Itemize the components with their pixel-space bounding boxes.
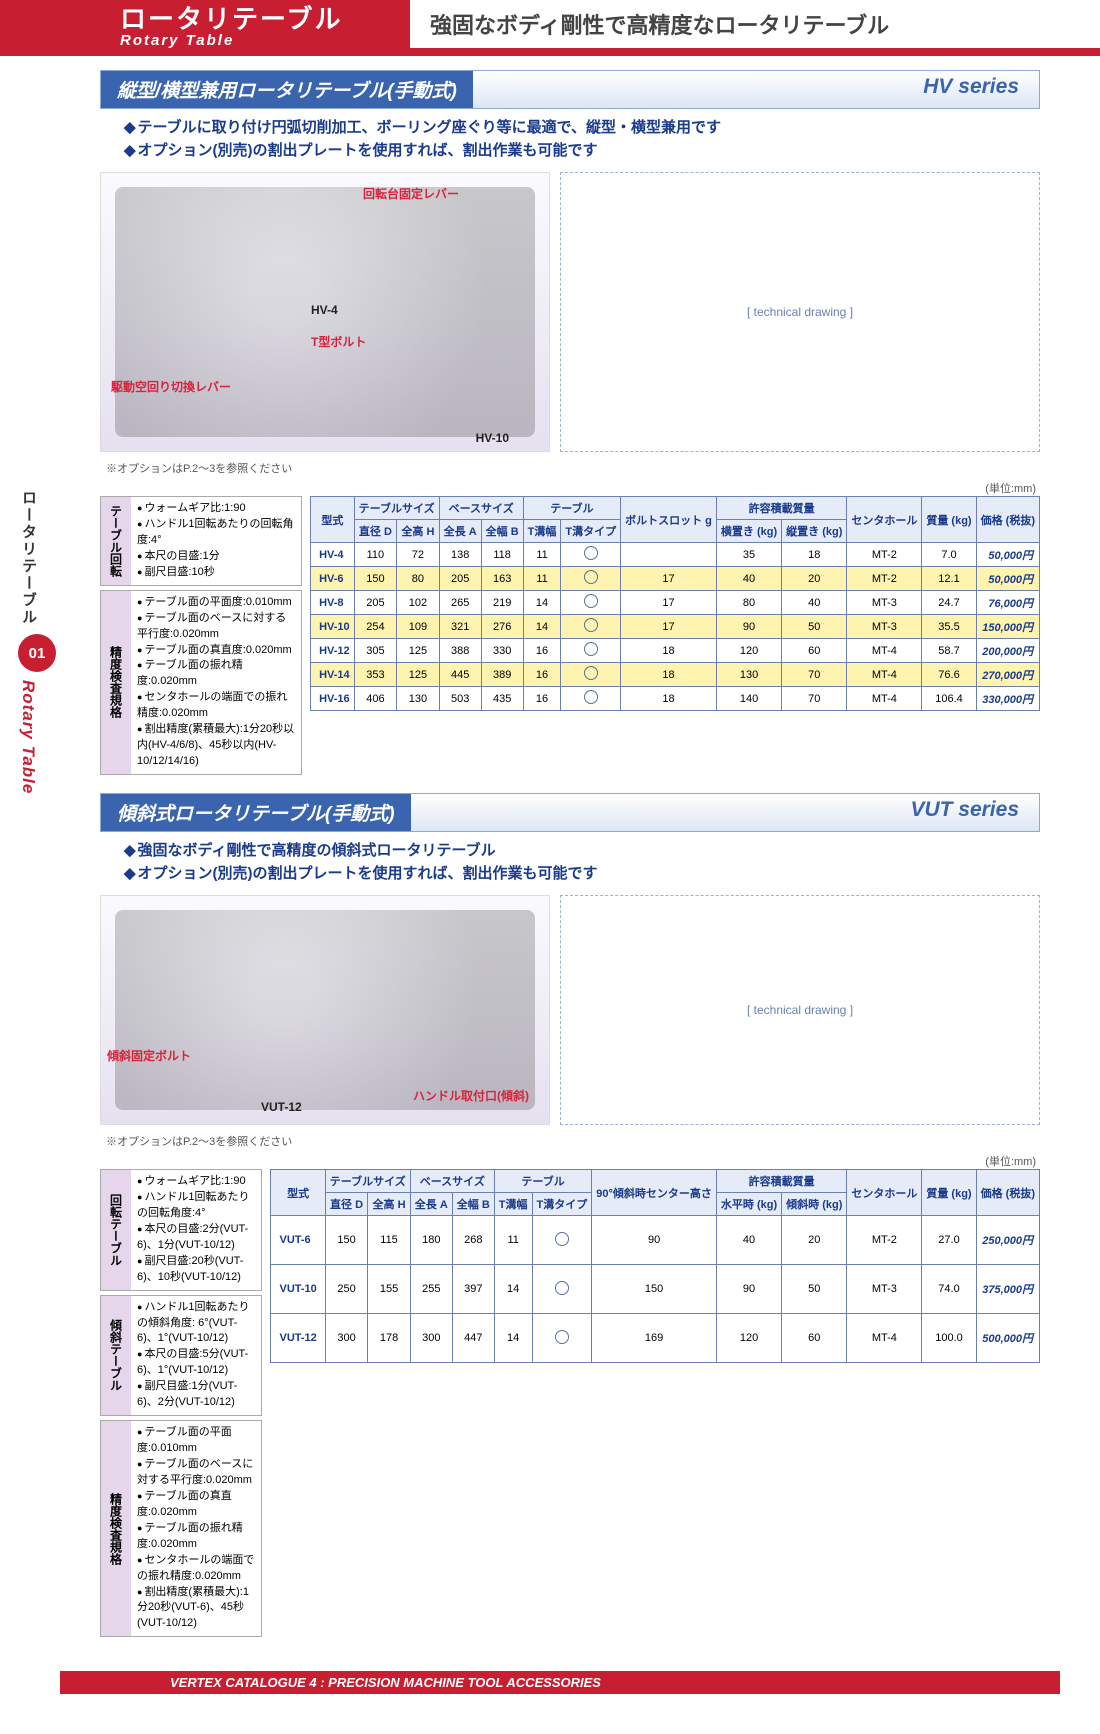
vut-label-bolt: 傾斜固定ボルト: [107, 1047, 191, 1064]
list-item: 本尺の目盛:5分(VUT-6)、1°(VUT-10/12): [137, 1347, 255, 1379]
vut-spec-tilt: 傾斜テーブル ハンドル1回転あたりの傾斜角度: 6°(VUT-6)、1°(VUT…: [100, 1295, 262, 1417]
list-item: センタホールの端面での振れ精度:0.020mm: [137, 1553, 255, 1585]
list-item: 割出精度(累積最大):1分20秒(VUT-6)、45秒(VUT-10/12): [137, 1585, 255, 1633]
table-row: HV-1025410932127614179050MT-335.5150,000…: [311, 615, 1040, 639]
list-item: ウォームギア比:1:90: [137, 1174, 255, 1190]
list-item: テーブル面の平面度:0.010mm: [137, 1425, 255, 1457]
vut-opt-note: ※オプションはP.2〜3を参照ください: [106, 1133, 1040, 1149]
list-item: テーブル面の真直度:0.020mm: [137, 643, 295, 659]
vut-table: 型式 テーブルサイズ ベースサイズ テーブル 90°傾斜時センター高さ 許容積載…: [270, 1169, 1040, 1363]
list-item: 副尺目盛:1分(VUT-6)、2分(VUT-10/12): [137, 1379, 255, 1411]
hv-title: 縦型/横型兼用ロータリテーブル(手動式): [101, 71, 473, 108]
table-row: HV-411072138118113518MT-27.050,000円: [311, 543, 1040, 567]
list-item: テーブル面の平面度:0.010mm: [137, 595, 295, 611]
list-item: ハンドル1回転あたりの傾斜角度: 6°(VUT-6)、1°(VUT-10/12): [137, 1300, 255, 1348]
list-item: テーブル面のベースに対する平行度:0.020mm: [137, 611, 295, 643]
table-row: HV-14353125445389161813070MT-476.6270,00…: [311, 663, 1040, 687]
banner-tagline: 強固なボディ剛性で高精度なロータリテーブル: [430, 8, 889, 40]
hv-section: 縦型/横型兼用ロータリテーブル(手動式) HV series テーブルに取り付け…: [100, 70, 1040, 779]
side-en: Rotary Table: [18, 680, 38, 794]
table-row: HV-820510226521914178040MT-324.776,000円: [311, 591, 1040, 615]
table-row: HV-16406130503435161814070MT-4106.4330,0…: [311, 687, 1040, 711]
list-item: テーブルに取り付け円弧切削加工、ボーリング座ぐり等に最適で、縦型・横型兼用です: [124, 117, 1032, 140]
table-row: VUT-10250155255397141509050MT-374.0375,0…: [271, 1265, 1040, 1314]
list-item: テーブル面の振れ精度:0.020mm: [137, 658, 295, 690]
list-item: 本尺の目盛:1分: [137, 549, 295, 565]
table-row: VUT-615011518026811904020MT-227.0250,000…: [271, 1216, 1040, 1265]
hv-opt-note: ※オプションはP.2〜3を参照ください: [106, 460, 1040, 476]
hv-label-hv4: HV-4: [311, 303, 338, 317]
vut-label-model: VUT-12: [261, 1100, 302, 1114]
hv-diagram: [ technical drawing ]: [560, 172, 1040, 452]
hv-label-lever: 回転台固定レバー: [363, 185, 459, 202]
hv-label-tbolt: T型ボルト: [311, 333, 366, 350]
table-row: HV-61508020516311174020MT-212.150,000円: [311, 567, 1040, 591]
side-jp: ロータリテーブル: [18, 490, 39, 626]
list-item: 強固なボディ剛性で高精度の傾斜式ロータリテーブル: [124, 840, 1032, 863]
list-item: テーブル面の振れ精度:0.020mm: [137, 1521, 255, 1553]
vut-label-handle: ハンドル取付口(傾斜): [413, 1087, 529, 1104]
hv-spec-accuracy: 精度検査規格 テーブル面の平面度:0.010mmテーブル面のベースに対する平行度…: [100, 590, 302, 775]
list-item: 副尺目盛:20秒(VUT-6)、10秒(VUT-10/12): [137, 1254, 255, 1286]
vut-spec-accuracy: 精度検査規格 テーブル面の平面度:0.010mmテーブル面のベースに対する平行度…: [100, 1420, 262, 1637]
banner-title-en: Rotary Table: [120, 32, 390, 49]
hv-label-hv10: HV-10: [476, 431, 509, 445]
list-item: オプション(別売)の割出プレートを使用すれば、割出作業も可能です: [124, 140, 1032, 163]
list-item: テーブル面の真直度:0.020mm: [137, 1489, 255, 1521]
hv-bullets: テーブルに取り付け円弧切削加工、ボーリング座ぐり等に最適で、縦型・横型兼用ですオ…: [100, 109, 1040, 166]
vut-series: VUT series: [910, 794, 1039, 831]
vut-diagram: [ technical drawing ]: [560, 895, 1040, 1125]
vut-title: 傾斜式ロータリテーブル(手動式): [101, 794, 411, 831]
list-item: 本尺の目盛:2分(VUT-6)、1分(VUT-10/12): [137, 1222, 255, 1254]
list-item: ハンドル1回転あたりの回転角度:4°: [137, 1190, 255, 1222]
page-banner: ロータリテーブル Rotary Table 強固なボディ剛性で高精度なロータリテ…: [0, 0, 1100, 56]
hv-unit: (単位:mm): [100, 480, 1036, 496]
list-item: 副尺目盛:10秒: [137, 565, 295, 581]
list-item: テーブル面のベースに対する平行度:0.020mm: [137, 1457, 255, 1489]
vut-bullets: 強固なボディ剛性で高精度の傾斜式ロータリテーブルオプション(別売)の割出プレート…: [100, 832, 1040, 889]
list-item: 割出精度(累積最大):1分20秒以内(HV-4/6/8)、45秒以内(HV-10…: [137, 722, 295, 770]
side-tab: ロータリテーブル 01 Rotary Table: [18, 490, 56, 910]
list-item: ウォームギア比:1:90: [137, 501, 295, 517]
vut-unit: (単位:mm): [100, 1153, 1036, 1169]
hv-series: HV series: [923, 71, 1039, 108]
hv-label-drive: 駆動空回り切換レバー: [111, 378, 231, 395]
hv-photo: 回転台固定レバー HV-4 T型ボルト 駆動空回り切換レバー HV-10: [100, 172, 550, 452]
list-item: オプション(別売)の割出プレートを使用すれば、割出作業も可能です: [124, 863, 1032, 886]
vut-spec-rotation: 回転テーブル ウォームギア比:1:90ハンドル1回転あたりの回転角度:4°本尺の…: [100, 1169, 262, 1291]
table-row: VUT-123001783004471416912060MT-4100.0500…: [271, 1314, 1040, 1363]
vut-section: 傾斜式ロータリテーブル(手動式) VUT series 強固なボディ剛性で高精度…: [100, 793, 1040, 1641]
vut-photo: 傾斜固定ボルト VUT-12 ハンドル取付口(傾斜): [100, 895, 550, 1125]
list-item: ハンドル1回転あたりの回転角度:4°: [137, 517, 295, 549]
list-item: センタホールの端面での振れ精度:0.020mm: [137, 690, 295, 722]
hv-spec-rotation: テーブル回転 ウォームギア比:1:90ハンドル1回転あたりの回転角度:4°本尺の…: [100, 496, 302, 586]
table-row: HV-12305125388330161812060MT-458.7200,00…: [311, 639, 1040, 663]
footer-bar: VERTEX CATALOGUE 4 : PRECISION MACHINE T…: [60, 1671, 1060, 1694]
side-num: 01: [18, 634, 56, 672]
banner-title-jp: ロータリテーブル: [120, 6, 390, 32]
hv-table: 型式 テーブルサイズ ベースサイズ テーブル ボルトスロット g 許容積載質量 …: [310, 496, 1040, 711]
